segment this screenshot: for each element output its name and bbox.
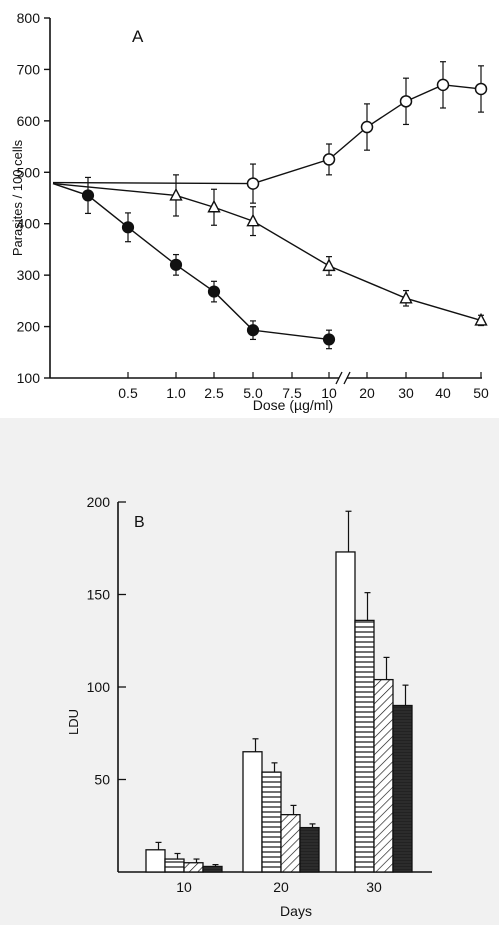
panel-b-y-tick-label: 200 [87,494,111,510]
series-open-triangle [52,174,488,327]
data-point-filled-circle [322,333,336,346]
panel-b: B LDU Days 50 100 150 200 10 20 30 [66,494,432,919]
panel-a-x-tick-label: 2.5 [204,385,224,401]
panel-b-y-ticks: 50 100 150 200 [87,494,126,788]
panel-b-y-tick-label: 100 [87,679,111,695]
panel-a-y-tick-label: 600 [17,113,41,129]
panel-b-y-axis-label: LDU [66,709,81,735]
data-point-open-circle [399,95,413,108]
data-point-open-circle [360,120,374,134]
panel-a-x-tick-label: 0.5 [118,385,138,401]
data-point-open-triangle [246,213,260,227]
data-point-open-triangle [322,258,336,272]
panel-b-x-tick-label: 30 [366,879,382,895]
panel-b-bars [145,510,413,873]
panel-a-x-tick-label: 7.5 [282,385,302,401]
series-line [52,182,330,341]
panel-a-x-tick-label: 50 [473,385,489,401]
data-point-open-circle [474,82,488,96]
bar-horizontal-hatch [261,771,282,873]
data-point-open-triangle [207,199,221,213]
axis-break-mark [335,371,351,385]
panel-a-x-tick-label: 30 [398,385,414,401]
panel-a-x-tick-label: 10 [321,385,337,401]
data-point-open-circle [322,153,336,166]
data-point-open-triangle [474,312,488,326]
series-filled-circle [52,176,336,350]
panel-b-y-tick-label: 50 [94,772,110,788]
panel-b-x-tick-label: 20 [273,879,289,895]
data-point-filled-circle [81,189,95,202]
bar-horizontal-hatch [164,858,185,873]
bar-solid-dark [299,826,320,873]
panel-b-x-tick-label: 10 [176,879,192,895]
series-open-circle [52,61,488,204]
panel-a-x-tick-label: 40 [435,385,451,401]
data-point-open-circle [436,78,450,92]
panel-b-label: B [134,514,145,531]
panel-a-label: A [132,27,144,46]
bar-open [335,551,356,873]
data-point-filled-circle [169,258,183,271]
data-point-open-triangle [169,187,183,201]
panel-a-x-tick-label: 1.0 [166,385,186,401]
data-point-filled-circle [246,324,260,337]
panel-a-y-tick-label: 400 [17,216,41,232]
panel-a-x-tick-label: 20 [359,385,375,401]
panel-a-x-axis-label: Dose (µg/ml) [253,397,333,413]
bar-open [242,751,263,873]
panel-b-x-axis-label: Days [280,903,312,919]
panel-a-y-tick-label: 200 [17,319,41,335]
data-point-filled-circle [207,285,221,298]
data-point-open-circle [246,177,260,190]
panel-a-y-tick-label: 100 [17,370,41,386]
data-point-open-triangle [399,290,413,304]
bar-diagonal-hatch [183,862,204,873]
bar-horizontal-hatch [354,619,375,873]
panel-a: A Parasites / 100 cells Dose (µg/ml) 100… [10,10,489,413]
bar-diagonal-hatch [280,814,301,873]
bar-solid-dark [202,865,223,873]
panel-a-y-tick-label: 700 [17,61,41,77]
panel-a-y-tick-label: 800 [17,10,41,26]
panel-a-y-ticks: 100 200 300 400 500 600 700 800 [17,10,50,386]
panel-a-x-tick-label: 5.0 [243,385,263,401]
data-point-filled-circle [121,221,135,234]
bar-solid-dark [392,704,413,873]
panel-a-y-axis-label: Parasites / 100 cells [10,139,25,256]
panel-a-series [52,61,488,350]
series-line [52,182,482,322]
bar-open [145,849,166,873]
panel-a-y-tick-label: 500 [17,164,41,180]
panel-b-y-tick-label: 150 [87,587,111,603]
panel-a-y-tick-label: 300 [17,267,41,283]
bar-diagonal-hatch [373,678,394,873]
panel-a-x-ticks: 0.5 1.0 2.5 5.0 7.5 10 20 30 40 50 [118,372,489,401]
panel-b-x-ticks: 10 20 30 [176,879,382,895]
series-line [52,84,482,185]
